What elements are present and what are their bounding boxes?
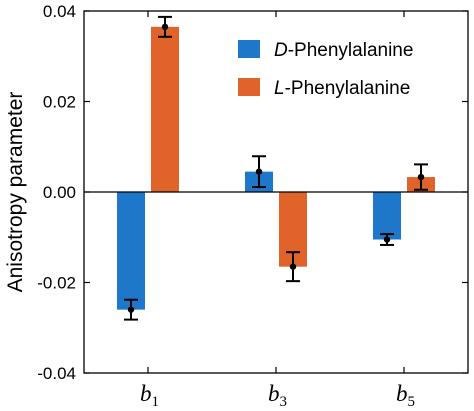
x-axis: b1 b3 b5 [140, 11, 415, 410]
error-bar-l-b1 [158, 15, 172, 38]
y-axis-label: Anisotropy parameter [4, 92, 27, 293]
bar-d-b1 [117, 192, 145, 310]
legend-swatch [238, 78, 260, 96]
x-tick-label: b5 [396, 381, 415, 410]
y-tick-label: 0.04 [43, 2, 76, 21]
error-bar-d-b3 [252, 155, 266, 189]
bar-l-b1 [151, 26, 179, 193]
legend-label: D-Phenylalanine [274, 40, 413, 61]
y-tick-label: -0.02 [37, 274, 76, 293]
x-tick-label: b1 [140, 381, 159, 410]
y-tick-label: 0.02 [43, 93, 76, 112]
legend: D-Phenylalanine L-Phenylalanine [238, 40, 413, 99]
y-tick-label: 0.00 [43, 183, 76, 202]
bar-d-b5 [373, 192, 401, 240]
legend-entry-l-phenylalanine: L-Phenylalanine [238, 78, 410, 99]
error-bar-l-b5 [414, 163, 428, 191]
legend-entry-d-phenylalanine: D-Phenylalanine [238, 40, 413, 61]
error-bar-l-b3 [286, 251, 300, 283]
x-tick-label: b3 [268, 381, 287, 410]
error-bar-d-b1 [124, 298, 138, 321]
y-tick-label: -0.04 [37, 364, 76, 383]
y-axis: -0.04 -0.02 0.00 0.02 0.04 [37, 2, 468, 383]
error-bar-d-b5 [380, 233, 394, 246]
plot-area [84, 15, 468, 321]
legend-label: L-Phenylalanine [274, 78, 410, 99]
legend-swatch [238, 40, 260, 58]
